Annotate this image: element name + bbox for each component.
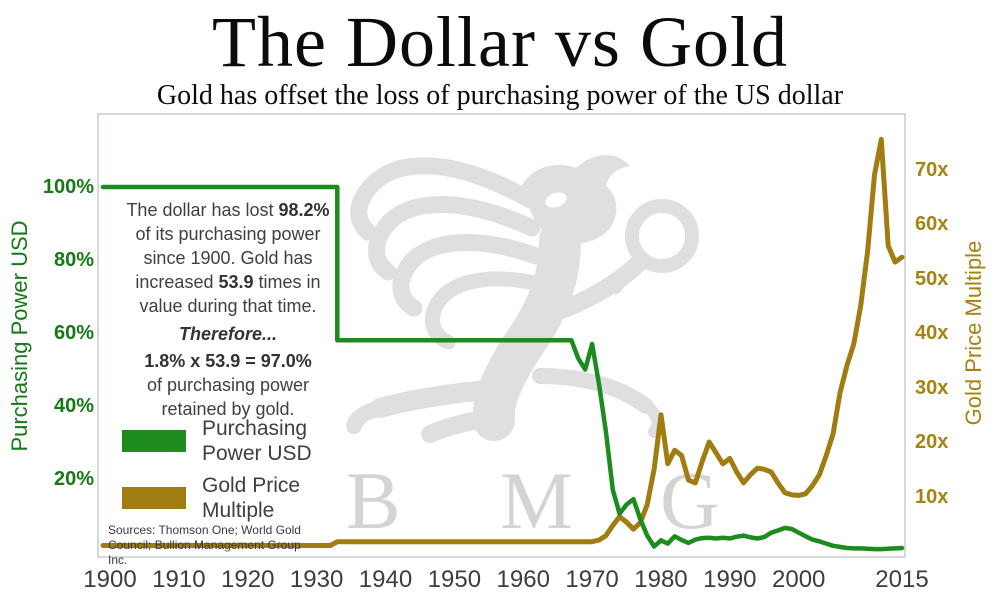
annotation-line: since 1900. Gold has (143, 248, 313, 268)
y-axis-left-tick-label: 100% (42, 176, 94, 198)
x-axis-tick-label: 2000 (771, 566, 826, 593)
x-axis-tick-label: 1930 (289, 566, 344, 593)
legend-label: Purchasing Power USD (202, 417, 312, 465)
bmg-watermark-letter: G (660, 455, 719, 546)
bmg-watermark-letter: M (500, 455, 573, 546)
gold-multiple-line (100, 137, 905, 548)
legend-label: Gold Price Multiple (202, 474, 301, 522)
x-axis-tick-label: 1910 (152, 566, 206, 593)
x-axis-tick-label: 1980 (634, 566, 688, 593)
legend-item: Gold Price Multiple (122, 473, 312, 523)
page-title: The Dollar vs Gold (212, 2, 788, 82)
x-axis-tick-label: 1970 (565, 566, 619, 593)
y-axis-right-tick-label: 70x (915, 158, 949, 181)
annotation-line: increased 53.9 times in (135, 272, 321, 292)
y-axis-right-tick-label: 30x (915, 376, 949, 399)
bmg-watermark-letter: B (346, 455, 401, 546)
legend-item: Purchasing Power USD (122, 416, 312, 466)
annotation-line: retained by gold. (161, 399, 295, 419)
annotation-line: Therefore... (178, 324, 278, 344)
y-axis-title-right: Gold Price Multiple (961, 240, 986, 426)
sources-note: Sources: Thomson One; World Gold Council… (108, 523, 301, 567)
x-axis-tick-label: 1950 (427, 566, 482, 593)
legend: Purchasing Power USD Gold Price Multiple (122, 416, 312, 530)
annotation-line: value during that time. (139, 296, 317, 316)
x-axis-tick-label: 1990 (703, 566, 757, 593)
y-axis-left-tick-label: 80% (53, 249, 94, 271)
purchasing-power-line (100, 184, 905, 552)
legend-swatch (122, 487, 186, 509)
x-axis-tick-label: 1940 (358, 566, 413, 593)
x-axis-tick-label: 1920 (221, 566, 275, 593)
y-axis-right-tick-label: 10x (915, 485, 949, 508)
y-axis-left-tick-label: 40% (53, 395, 94, 417)
x-axis-tick-label: 2015 (875, 566, 929, 593)
annotation-line: The dollar has lost 98.2% (126, 200, 330, 220)
y-axis-right-tick-label: 50x (915, 267, 949, 290)
y-axis-left-tick-label: 60% (53, 322, 94, 344)
plot-border (97, 113, 906, 558)
page-subtitle: Gold has offset the loss of purchasing p… (156, 80, 844, 111)
annotation-text: The dollar has lost 98.2% of its purchasi… (108, 198, 348, 421)
y-axis-right-tick-label: 40x (915, 322, 949, 344)
y-axis-right-tick-label: 20x (915, 431, 949, 453)
legend-swatch (122, 430, 186, 452)
y-axis-right-tick-label: 60x (915, 213, 949, 235)
annotation-line: 1.8% x 53.9 = 97.0% (144, 351, 312, 371)
y-axis-left-tick-label: 20% (53, 468, 94, 490)
bmg-griffin-watermark (346, 155, 699, 443)
annotation-line: of its purchasing power (135, 224, 321, 244)
x-axis-tick-label: 1900 (83, 566, 137, 593)
x-axis-tick-label: 1960 (496, 566, 550, 593)
annotation-line: of purchasing power (146, 375, 310, 395)
